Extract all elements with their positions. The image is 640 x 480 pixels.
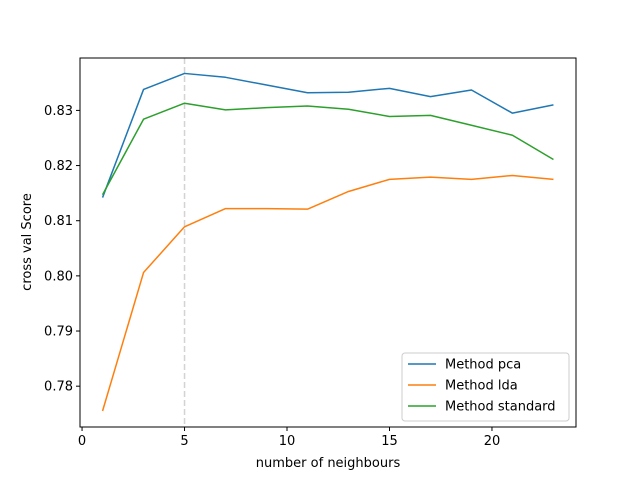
series-line-2 <box>101 174 554 412</box>
x-tick-label: 0 <box>78 434 86 449</box>
legend-box <box>401 352 570 422</box>
y-tick-label: 0.78 <box>44 380 73 395</box>
y-axis-label: cross val Score <box>20 193 35 291</box>
legend: Method pca Method lda Method standard <box>401 352 570 422</box>
y-tick-label: 0.79 <box>44 325 73 340</box>
x-axis: 0 5 10 15 20 <box>78 427 500 449</box>
legend-label-1: Method pca <box>445 358 521 373</box>
y-tick-label: 0.82 <box>44 159 73 174</box>
x-tick-label: 20 <box>484 434 501 449</box>
x-tick-label: 10 <box>279 434 296 449</box>
legend-label-3: Method standard <box>445 400 556 415</box>
x-tick-label: 15 <box>381 434 398 449</box>
series-layer <box>101 72 554 412</box>
y-axis: 0.78 0.79 0.80 0.81 0.82 0.83 <box>44 104 80 395</box>
y-tick-label: 0.80 <box>44 269 73 284</box>
y-tick-label: 0.83 <box>44 104 73 119</box>
x-axis-label: number of neighbours <box>256 456 401 471</box>
x-tick-label: 5 <box>180 434 188 449</box>
y-tick-label: 0.81 <box>44 214 73 229</box>
series-line-1 <box>101 72 554 198</box>
series-line-3 <box>101 102 554 196</box>
plot-area <box>79 57 577 428</box>
axes-frame <box>79 57 577 428</box>
legend-label-2: Method lda <box>445 379 518 394</box>
